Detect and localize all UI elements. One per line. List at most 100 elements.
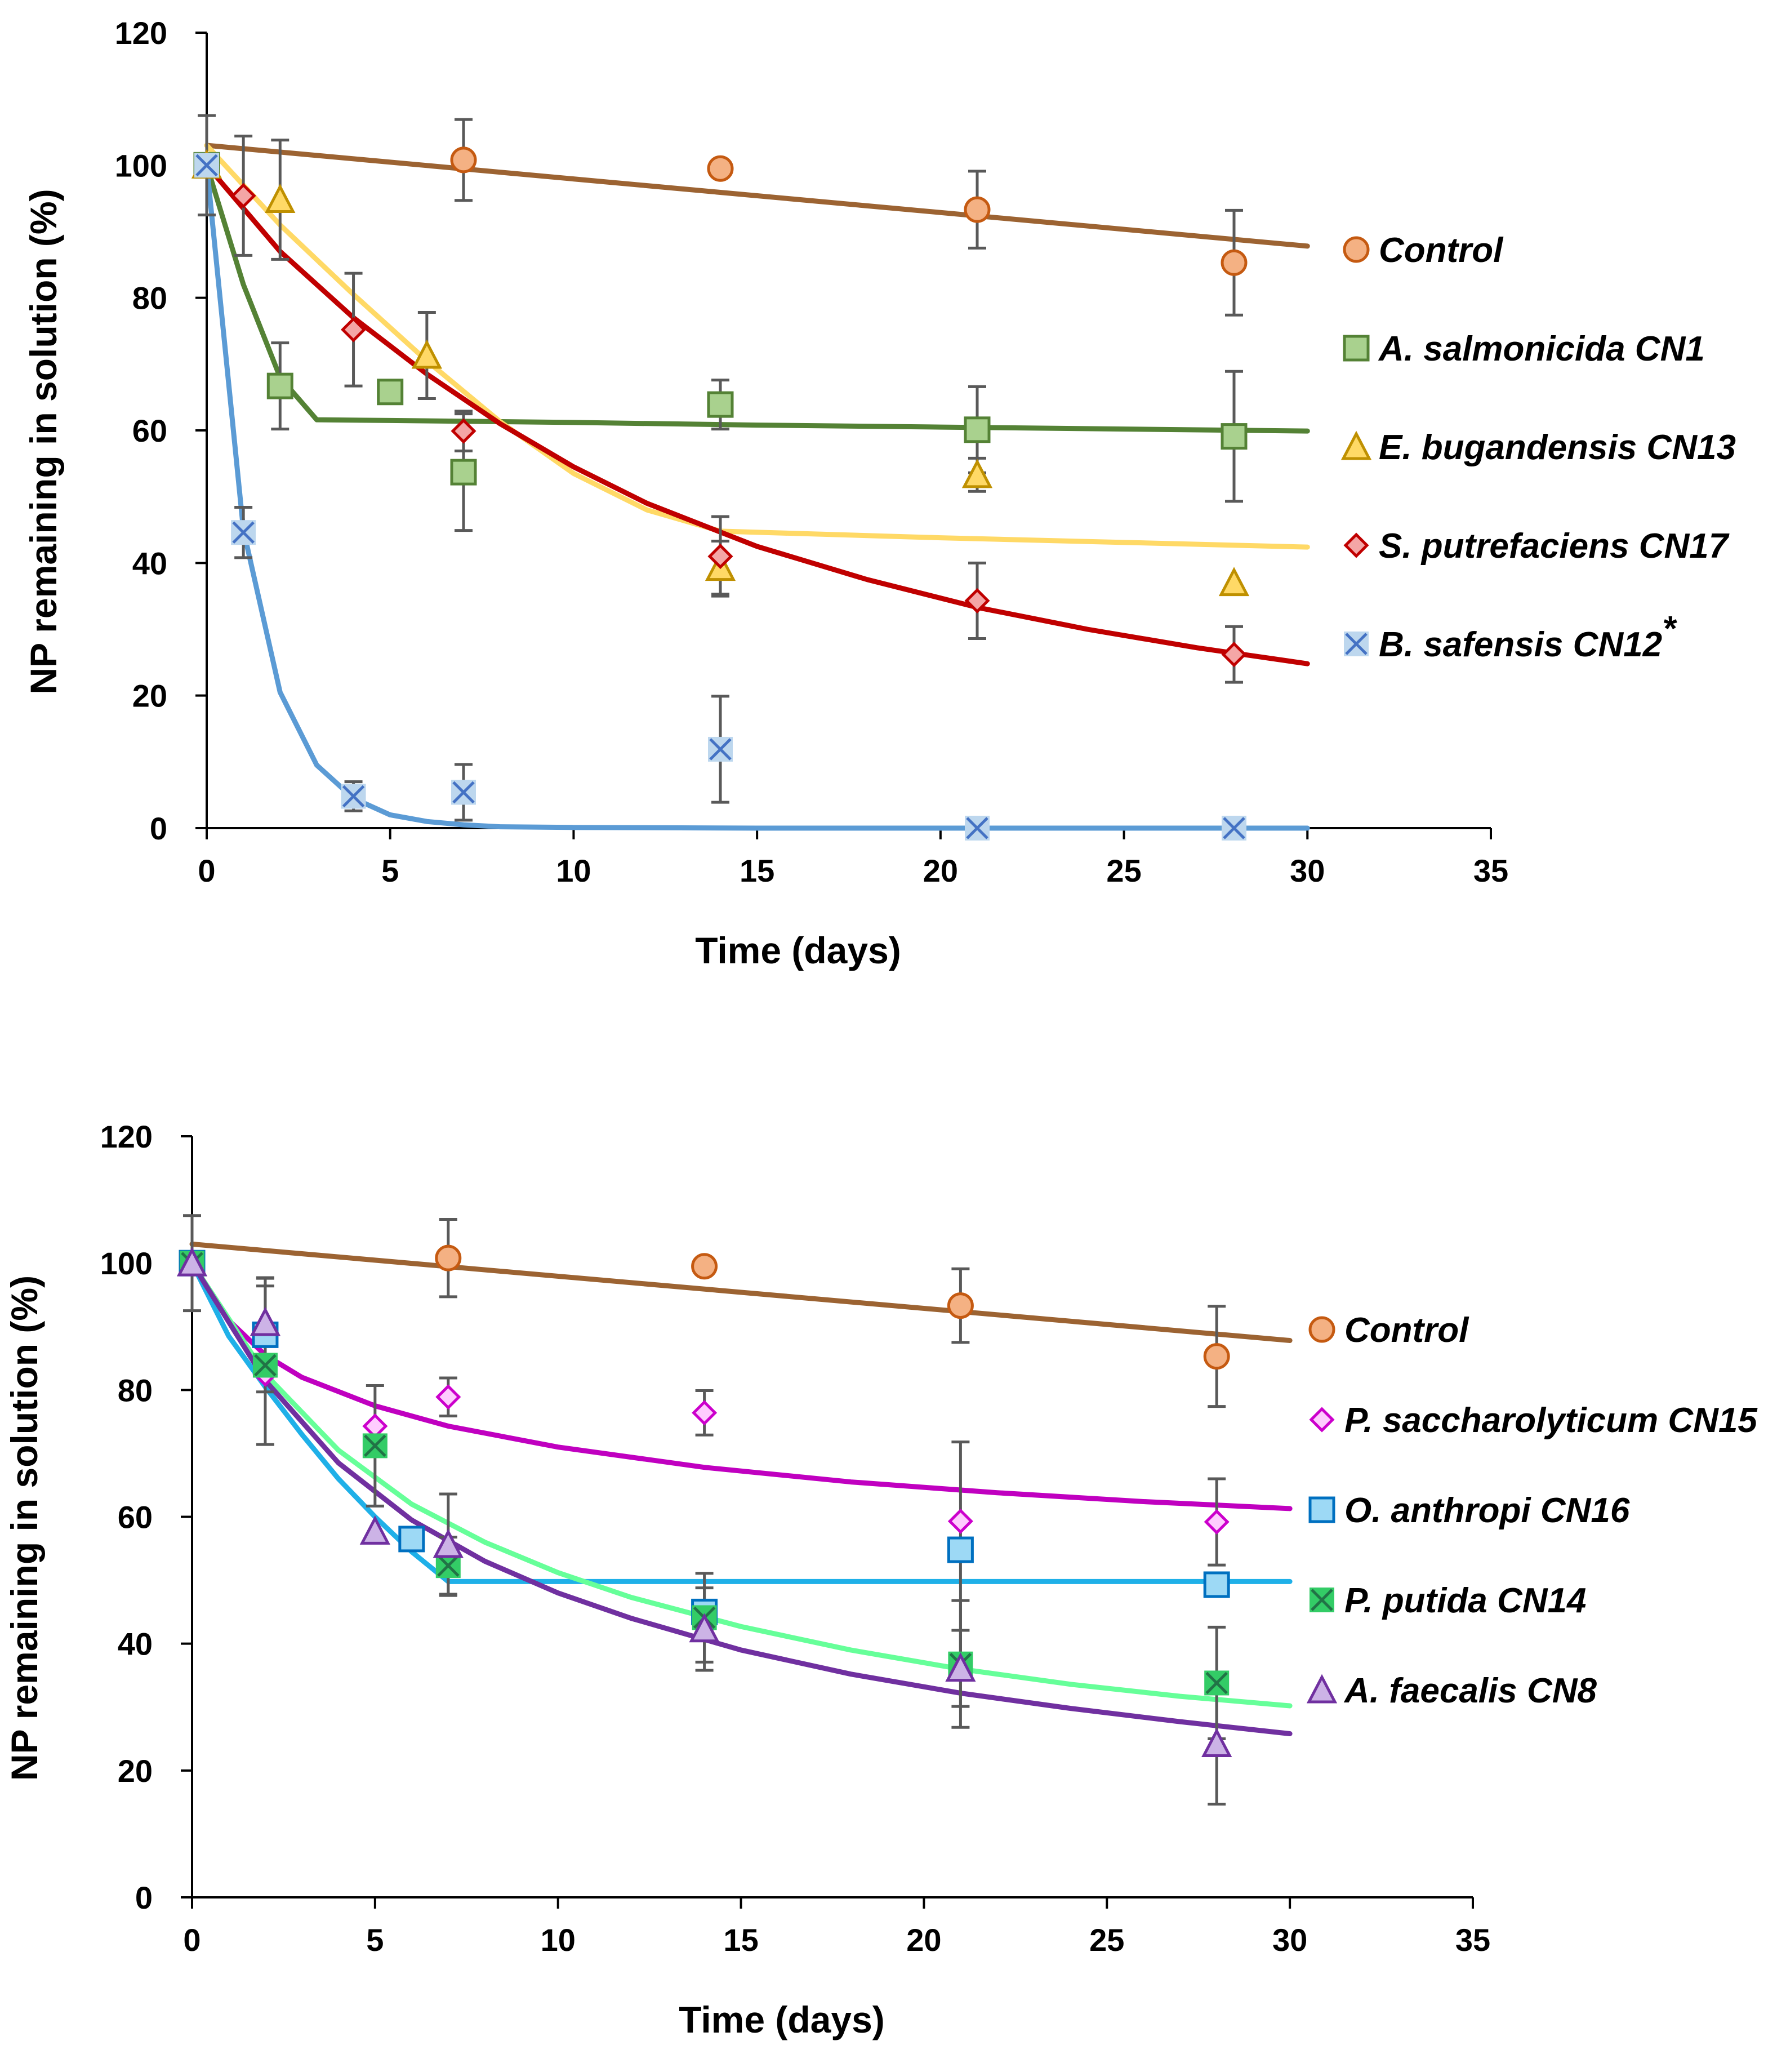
x-tick-label: 15 xyxy=(723,1922,758,1958)
y-tick-label: 0 xyxy=(150,811,167,846)
data-point-series-4 xyxy=(451,780,476,805)
legend-marker-0 xyxy=(1308,1316,1335,1343)
y-axis-title: NP remaining in solution (%) xyxy=(3,1275,45,1781)
data-point-series-3 xyxy=(341,317,367,343)
data-point-series-3 xyxy=(362,1433,388,1459)
data-point-series-4 xyxy=(250,1306,281,1336)
fit-line-series-4 xyxy=(189,1260,1293,1737)
legend-label-0: Control xyxy=(1344,1311,1469,1350)
legend-label-3: S. putrefaciens CN17 xyxy=(1379,527,1730,566)
legend-marker-1 xyxy=(1309,1407,1335,1433)
y-tick-label: 40 xyxy=(132,545,167,581)
data-point-series-1 xyxy=(692,1400,718,1426)
legend-label-2: E. bugandensis CN13 xyxy=(1379,428,1736,467)
data-point-series-4 xyxy=(689,1613,720,1643)
data-point-series-0 xyxy=(947,1292,974,1319)
x-tick-label: 5 xyxy=(366,1922,384,1958)
legend-label-0: Control xyxy=(1379,231,1504,270)
x-tick-label: 30 xyxy=(1290,853,1325,888)
data-point-series-0 xyxy=(707,155,734,182)
data-point-series-3 xyxy=(707,544,733,570)
data-point-series-4 xyxy=(231,520,256,545)
y-tick-label: 100 xyxy=(100,1246,153,1281)
top-chart: 0 20 40 60 80 100 120 0 5 10 15 20 25 30 35 Time (days)… xyxy=(23,15,1736,971)
legend-label-1: P. saccharolyticum CN15 xyxy=(1344,1401,1758,1440)
data-point-series-3 xyxy=(964,588,990,613)
data-point-series-1 xyxy=(450,459,477,486)
y-tick-label: 80 xyxy=(132,281,167,316)
data-point-series-1 xyxy=(707,391,734,418)
x-tick-label: 20 xyxy=(923,853,958,888)
x-tick-label: 10 xyxy=(541,1922,576,1958)
data-point-series-4 xyxy=(176,1247,208,1277)
data-point-series-0 xyxy=(450,146,477,174)
data-point-series-2 xyxy=(411,339,442,369)
legend-label-3: P. putida CN14 xyxy=(1344,1581,1587,1620)
data-point-series-3 xyxy=(451,418,476,444)
x-tick-label: 30 xyxy=(1272,1922,1307,1958)
x-axis-title: Time (days) xyxy=(695,930,901,971)
legend-marker-3 xyxy=(1343,532,1369,558)
data-point-series-2 xyxy=(398,1526,425,1553)
data-point-series-4 xyxy=(708,736,733,762)
y-axis-title: NP remaining in solution (%) xyxy=(23,189,64,694)
data-point-series-2 xyxy=(265,184,296,214)
fit-line-series-3 xyxy=(189,1260,1293,1709)
x-tick-label: 15 xyxy=(740,853,774,888)
data-point-series-0 xyxy=(1221,249,1248,276)
y-tick-label: 120 xyxy=(100,1119,153,1154)
data-point-series-1 xyxy=(1204,1509,1230,1535)
data-point-series-2 xyxy=(961,459,993,488)
x-tick-label: 35 xyxy=(1473,853,1508,888)
data-point-series-4 xyxy=(433,1528,464,1558)
legend-label-1: A. salmonicida CN1 xyxy=(1378,330,1705,368)
x-tick-label: 25 xyxy=(1089,1922,1124,1958)
data-point-series-3 xyxy=(1204,1670,1230,1696)
data-point-series-4 xyxy=(965,816,990,841)
legend-marker-4 xyxy=(1344,632,1369,656)
data-point-series-1 xyxy=(947,1508,973,1534)
data-point-series-0 xyxy=(1203,1343,1230,1370)
legend-marker-2 xyxy=(1308,1496,1335,1523)
y-tick-label: 60 xyxy=(118,1500,153,1535)
data-point-series-1 xyxy=(377,379,404,406)
legend-label-4: A. faecalis CN8 xyxy=(1343,1671,1597,1710)
y-tick-label: 40 xyxy=(118,1626,153,1662)
y-tick-label: 120 xyxy=(115,15,167,51)
x-tick-label: 5 xyxy=(381,853,399,888)
data-point-series-1 xyxy=(266,372,293,399)
y-tick-label: 100 xyxy=(115,148,167,183)
data-point-series-1 xyxy=(1221,423,1248,450)
x-tick-label: 25 xyxy=(1106,853,1141,888)
bottom-chart: 0 20 40 60 80 100 120 0 5 10 15 20 25 30 35 Time (days)… xyxy=(3,1119,1758,2040)
fit-line-series-2 xyxy=(204,143,1310,550)
x-tick-label: 0 xyxy=(198,853,215,888)
legend-marker-0 xyxy=(1343,236,1370,263)
x-tick-label: 35 xyxy=(1455,1922,1490,1958)
data-point-series-4 xyxy=(359,1515,390,1545)
x-tick-label: 10 xyxy=(556,853,591,888)
fit-line-series-1 xyxy=(189,1260,1293,1511)
x-axis-title: Time (days) xyxy=(679,1999,885,2040)
data-point-series-1 xyxy=(964,416,991,443)
data-point-series-0 xyxy=(964,196,991,223)
data-point-series-4 xyxy=(341,784,366,809)
x-tick-label: 0 xyxy=(183,1922,201,1958)
legend-marker-1 xyxy=(1343,335,1370,362)
data-point-series-4 xyxy=(194,153,219,178)
data-point-series-1 xyxy=(435,1384,461,1410)
fit-line-series-1 xyxy=(204,162,1310,434)
legend-marker-4 xyxy=(1306,1674,1338,1704)
legend-marker-2 xyxy=(1340,430,1372,460)
y-tick-label: 20 xyxy=(118,1753,153,1789)
fit-line-series-4 xyxy=(204,162,1310,831)
data-point-series-0 xyxy=(691,1253,718,1280)
data-point-series-3 xyxy=(1221,642,1247,668)
data-point-series-2 xyxy=(1203,1571,1230,1598)
y-tick-label: 80 xyxy=(118,1372,153,1408)
data-point-series-4 xyxy=(1222,816,1246,841)
data-point-series-4 xyxy=(945,1652,976,1682)
y-tick-label: 20 xyxy=(132,678,167,714)
data-point-series-0 xyxy=(435,1244,462,1271)
